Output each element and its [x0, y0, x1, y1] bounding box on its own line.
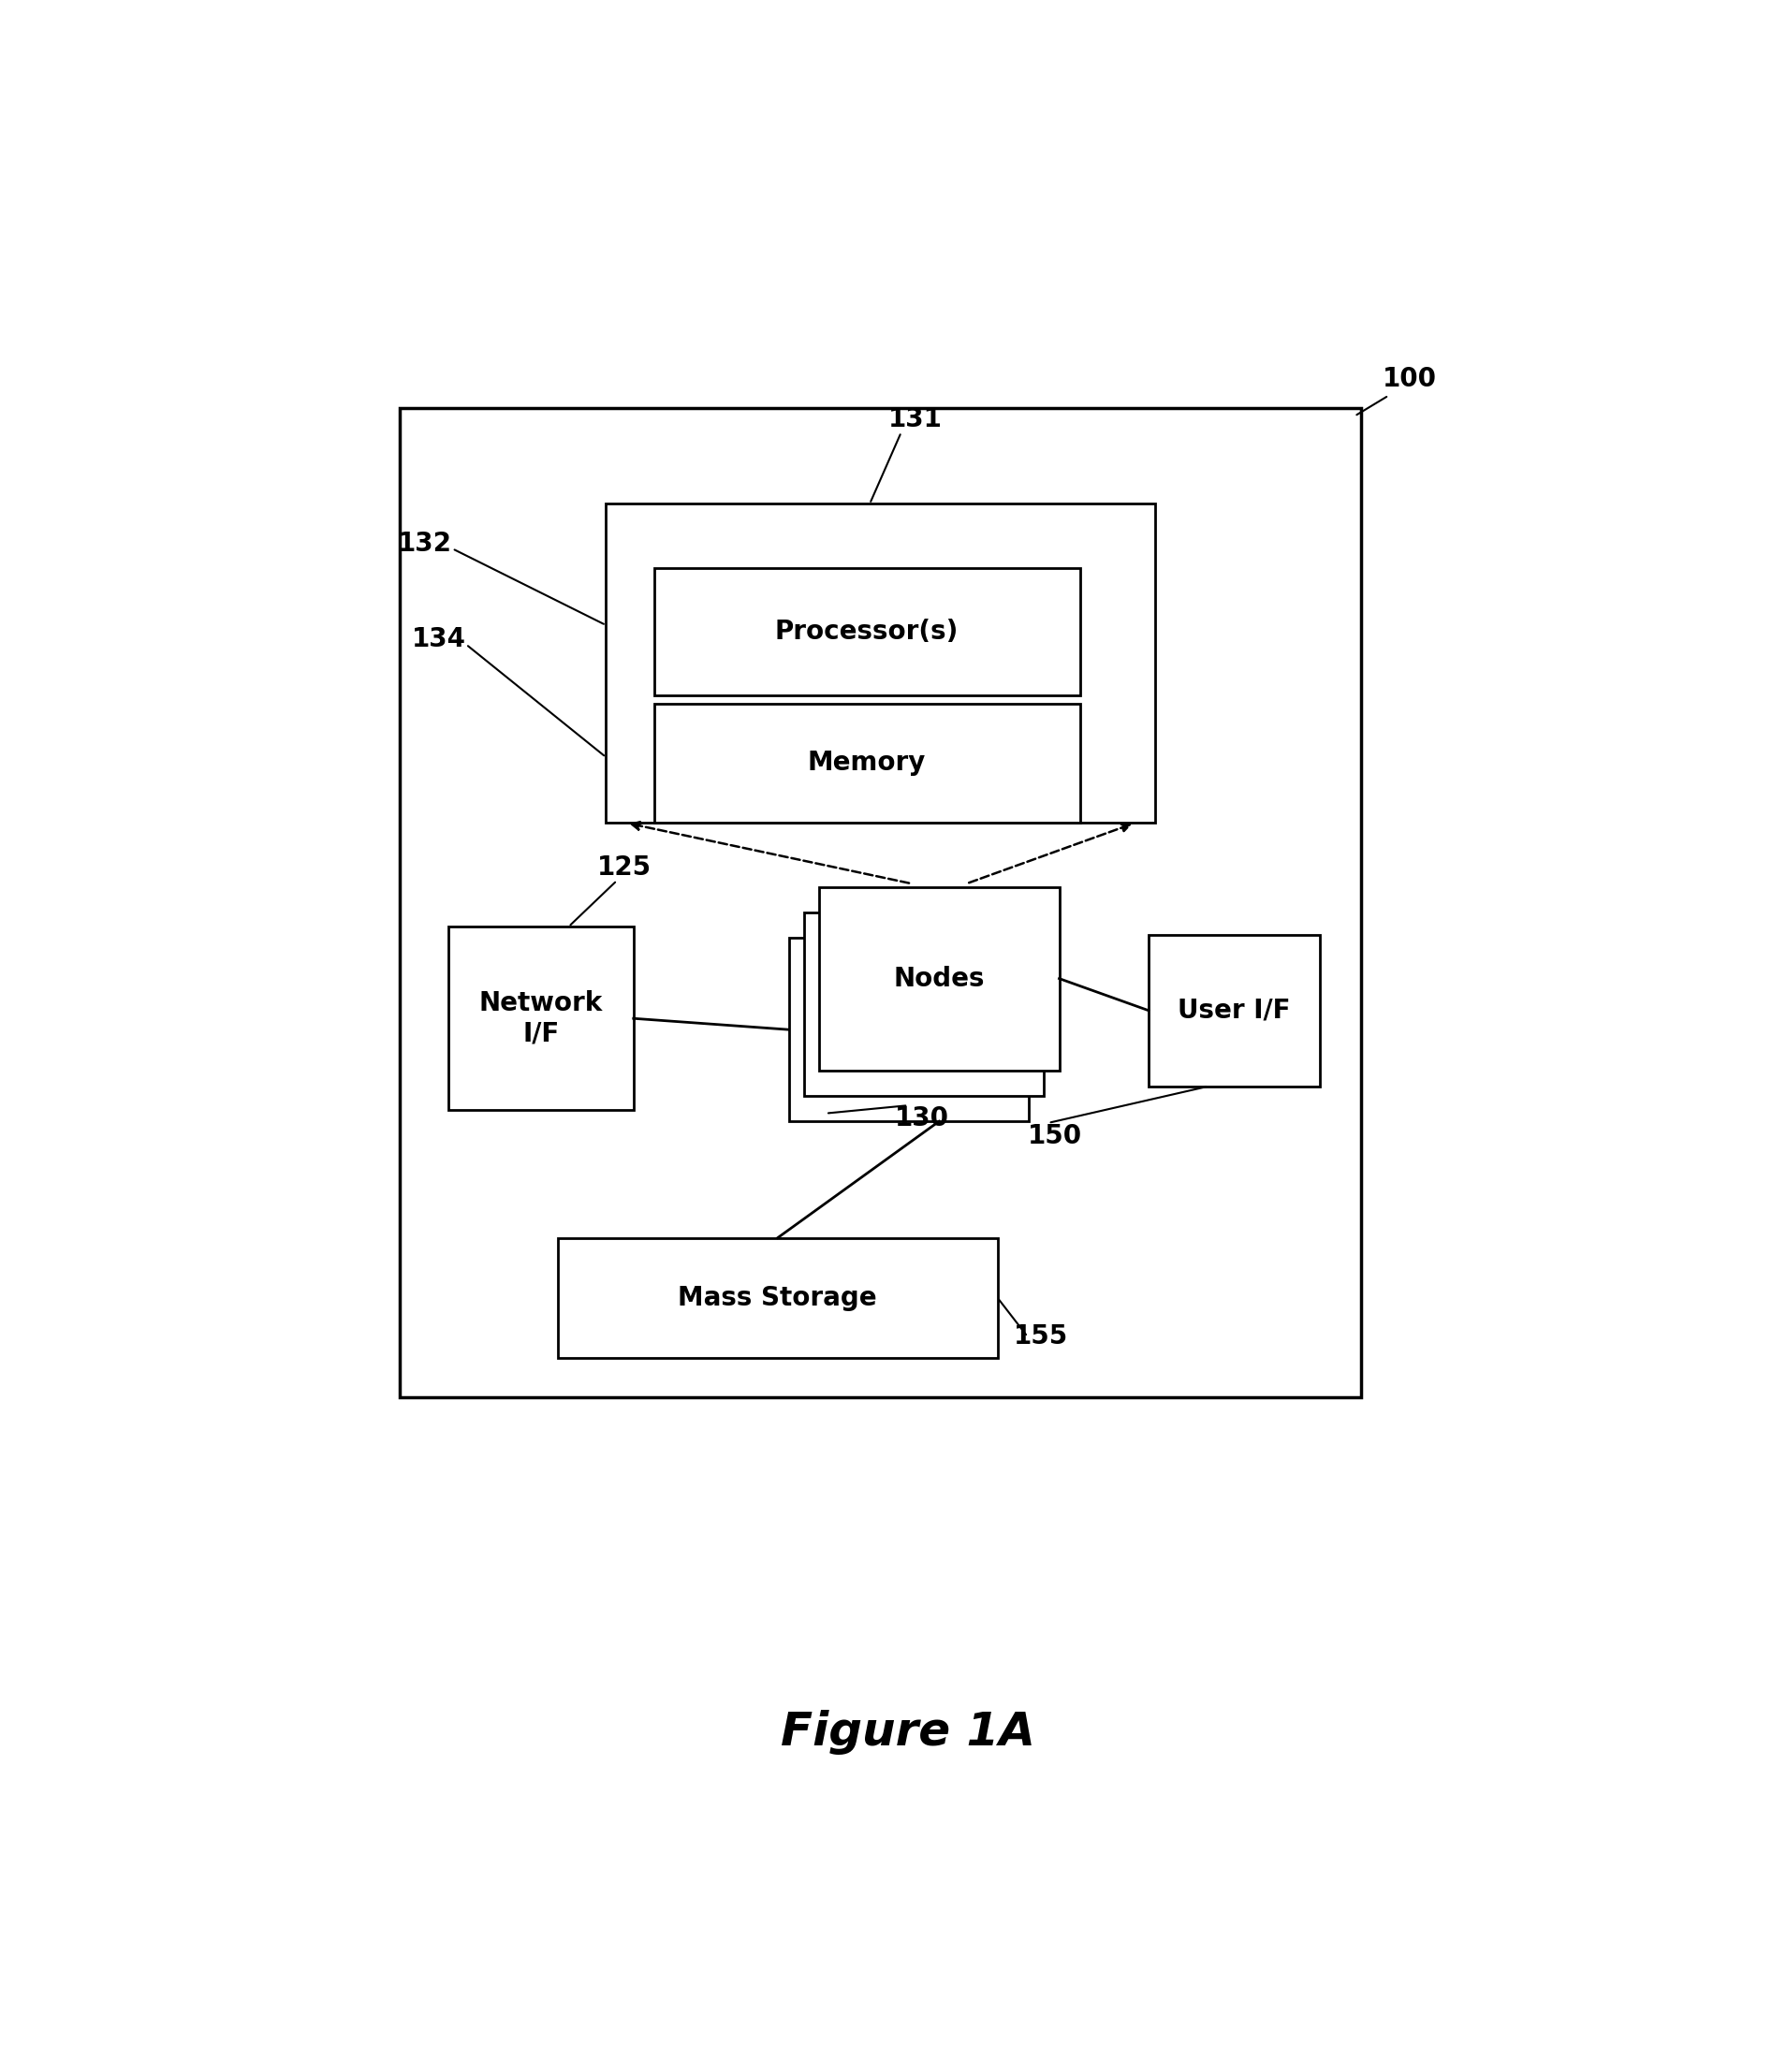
Text: 132: 132 — [397, 530, 452, 557]
Bar — [654, 568, 1079, 696]
Text: 155: 155 — [1014, 1324, 1069, 1349]
Text: 150: 150 — [1028, 1123, 1083, 1148]
Text: Memory: Memory — [808, 750, 927, 777]
Text: 131: 131 — [888, 406, 943, 433]
Bar — [654, 702, 1079, 823]
Bar — [819, 887, 1060, 1071]
Bar — [558, 1237, 998, 1357]
Text: 100: 100 — [1382, 367, 1437, 392]
Text: Network
I/F: Network I/F — [478, 990, 602, 1046]
Text: 130: 130 — [895, 1104, 950, 1131]
Text: Nodes: Nodes — [893, 966, 985, 992]
Bar — [789, 939, 1030, 1121]
Text: 134: 134 — [411, 626, 466, 653]
Text: User I/F: User I/F — [1178, 997, 1290, 1024]
Text: Processor(s): Processor(s) — [774, 617, 959, 644]
Text: 125: 125 — [597, 854, 650, 881]
Bar — [1148, 934, 1320, 1086]
Bar — [804, 912, 1044, 1096]
Bar — [400, 408, 1361, 1397]
Text: Figure 1A: Figure 1A — [781, 1709, 1035, 1755]
Bar — [448, 926, 634, 1111]
Bar — [606, 503, 1155, 823]
Text: Mass Storage: Mass Storage — [679, 1285, 877, 1312]
